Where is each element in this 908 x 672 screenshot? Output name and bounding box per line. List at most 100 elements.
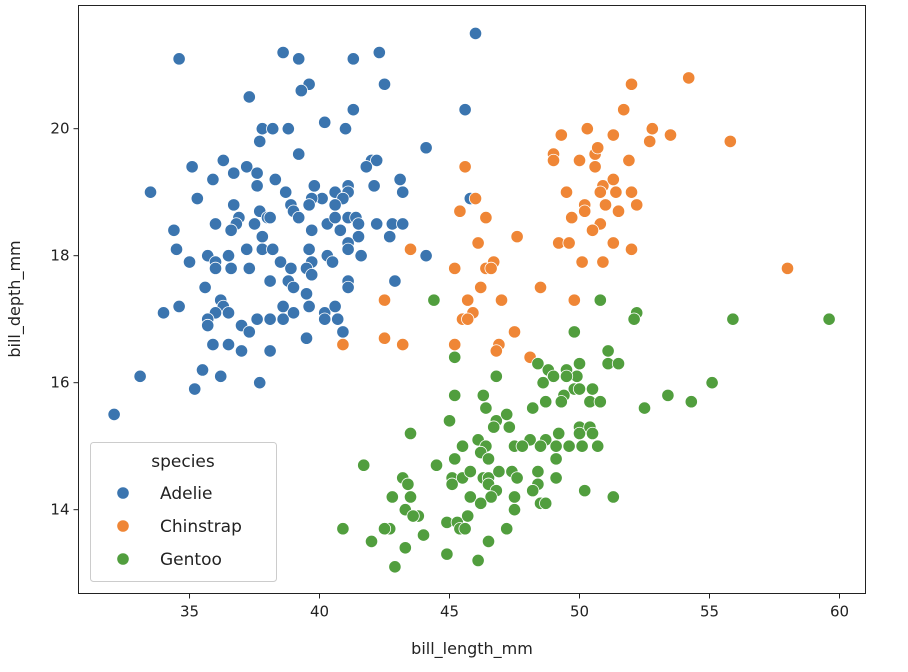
- point-chinstrap: [624, 185, 639, 199]
- y-axis: 14 16 18 20: [50, 120, 79, 519]
- point-adelie: [328, 299, 342, 314]
- point-gentoo: [536, 376, 550, 390]
- point-chinstrap: [609, 185, 623, 199]
- point-gentoo: [539, 395, 553, 409]
- point-adelie: [107, 407, 121, 422]
- legend-box: [90, 442, 277, 582]
- point-adelie: [172, 299, 186, 314]
- point-adelie: [351, 230, 366, 244]
- point-chinstrap: [606, 172, 620, 187]
- point-gentoo: [487, 420, 501, 434]
- point-adelie: [263, 274, 277, 288]
- point-gentoo: [448, 388, 462, 402]
- point-adelie: [221, 306, 236, 320]
- point-gentoo: [471, 553, 485, 568]
- point-gentoo: [606, 490, 620, 504]
- point-adelie: [307, 179, 321, 193]
- point-chinstrap: [593, 185, 607, 199]
- point-chinstrap: [575, 255, 589, 269]
- point-chinstrap: [484, 261, 498, 275]
- point-adelie: [367, 179, 381, 193]
- point-gentoo: [385, 490, 399, 504]
- point-gentoo: [572, 382, 587, 396]
- point-gentoo: [489, 369, 503, 383]
- point-gentoo: [554, 395, 568, 409]
- point-adelie: [468, 26, 483, 41]
- point-gentoo: [526, 401, 540, 415]
- point-chinstrap: [461, 293, 475, 307]
- point-adelie: [458, 103, 472, 117]
- point-gentoo: [502, 420, 516, 434]
- point-gentoo: [591, 439, 605, 453]
- y-axis-label: bill_depth_mm: [5, 240, 25, 357]
- point-gentoo: [484, 490, 498, 504]
- point-chinstrap: [611, 204, 626, 218]
- point-chinstrap: [453, 204, 467, 218]
- point-adelie: [302, 299, 316, 314]
- point-gentoo: [661, 388, 675, 402]
- point-chinstrap: [624, 77, 639, 91]
- point-adelie: [331, 312, 345, 326]
- point-chinstrap: [396, 337, 410, 352]
- point-gentoo: [474, 496, 488, 510]
- point-adelie: [190, 191, 204, 206]
- point-adelie: [284, 261, 298, 275]
- point-adelie: [240, 242, 254, 256]
- point-adelie: [216, 153, 230, 168]
- point-chinstrap: [572, 153, 587, 168]
- point-chinstrap: [682, 71, 696, 85]
- point-adelie: [396, 217, 410, 231]
- points-layer: [107, 26, 836, 574]
- x-tick-label: 50: [570, 603, 589, 621]
- point-adelie: [286, 280, 301, 295]
- x-tick-label: 45: [440, 603, 459, 621]
- point-adelie: [263, 312, 277, 326]
- point-chinstrap: [596, 255, 610, 269]
- point-adelie: [263, 344, 277, 358]
- point-chinstrap: [663, 128, 678, 142]
- point-chinstrap: [377, 331, 392, 345]
- point-gentoo: [507, 503, 522, 517]
- x-tick-label: 60: [830, 603, 849, 621]
- point-adelie: [281, 122, 295, 136]
- point-gentoo: [684, 395, 698, 409]
- point-gentoo: [398, 541, 412, 555]
- point-gentoo: [448, 350, 462, 364]
- point-adelie: [302, 242, 316, 256]
- point-adelie: [255, 230, 269, 244]
- point-adelie: [206, 337, 220, 352]
- point-adelie: [250, 166, 264, 180]
- point-adelie: [292, 147, 306, 161]
- point-adelie: [318, 115, 332, 129]
- point-gentoo: [442, 414, 457, 428]
- point-chinstrap: [471, 236, 485, 250]
- point-gentoo: [593, 395, 607, 409]
- point-adelie: [383, 230, 397, 244]
- point-adelie: [328, 198, 342, 212]
- point-gentoo: [531, 464, 545, 479]
- point-adelie: [206, 172, 220, 187]
- point-chinstrap: [448, 261, 462, 275]
- point-chinstrap: [559, 185, 574, 199]
- point-chinstrap: [403, 242, 418, 256]
- point-gentoo: [726, 312, 740, 326]
- legend-marker-chinstrap: [116, 519, 130, 533]
- point-adelie: [208, 217, 223, 231]
- point-gentoo: [364, 534, 379, 549]
- point-adelie: [234, 344, 249, 358]
- point-gentoo: [336, 522, 350, 536]
- point-adelie: [318, 312, 332, 326]
- legend-label-gentoo: Gentoo: [160, 550, 222, 570]
- y-tick-label: 14: [50, 501, 69, 519]
- point-gentoo: [572, 357, 587, 371]
- point-chinstrap: [546, 153, 561, 168]
- point-gentoo: [403, 490, 418, 504]
- point-gentoo: [531, 357, 545, 371]
- point-gentoo: [611, 357, 626, 371]
- point-adelie: [188, 382, 202, 396]
- point-chinstrap: [377, 293, 392, 307]
- point-adelie: [227, 198, 241, 212]
- legend: species Adelie Chinstrap Gentoo: [90, 442, 277, 582]
- point-adelie: [221, 337, 236, 352]
- point-gentoo: [627, 312, 641, 326]
